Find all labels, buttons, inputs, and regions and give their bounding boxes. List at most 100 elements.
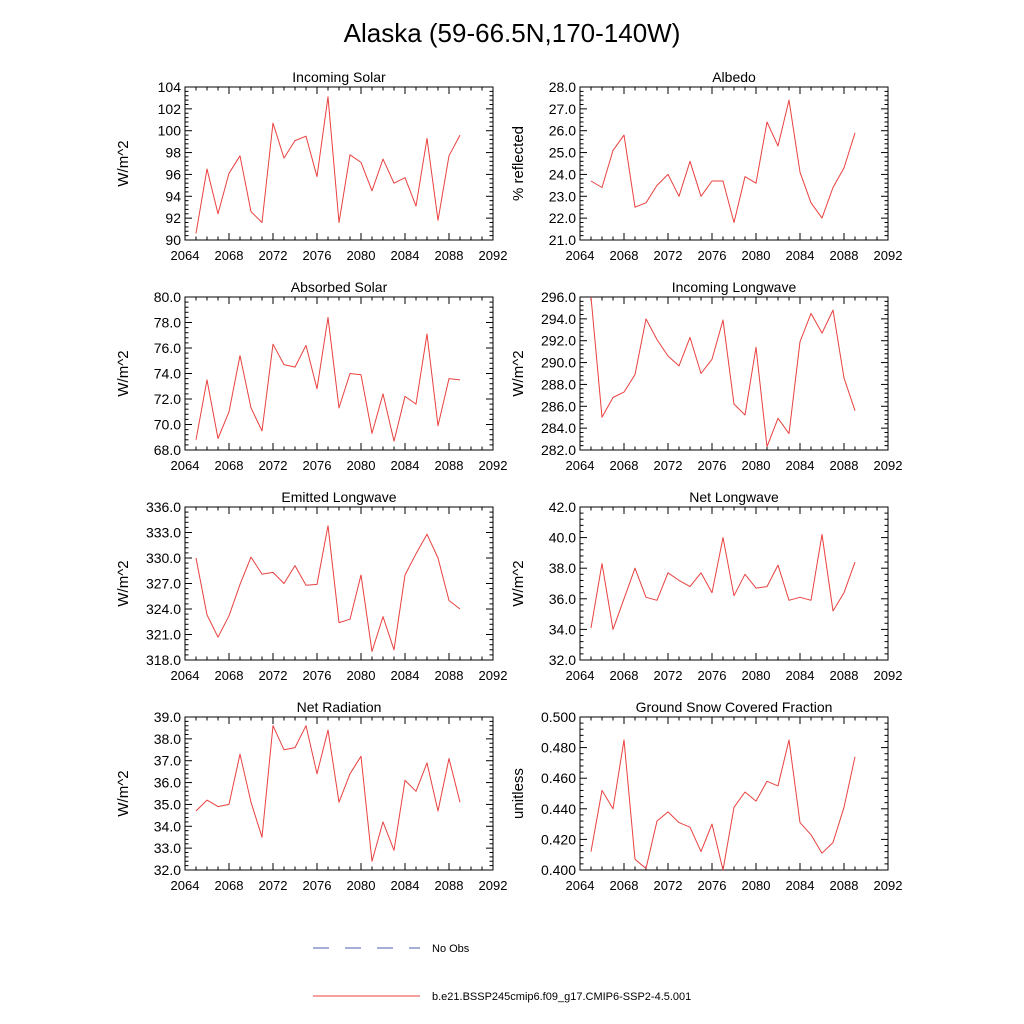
series-line-net-longwave <box>590 534 856 630</box>
x-tick-label: 2068 <box>215 248 244 263</box>
y-tick-label: 102 <box>158 101 182 117</box>
x-tick-label: 2080 <box>742 878 771 893</box>
x-tick-label: 2092 <box>874 878 903 893</box>
x-tick-label: 2080 <box>347 878 376 893</box>
y-tick-label: 25.0 <box>549 145 576 161</box>
x-tick-label: 2080 <box>347 248 376 263</box>
x-tick-label: 2084 <box>391 458 420 473</box>
x-tick-label: 2080 <box>742 668 771 683</box>
x-tick-label: 2076 <box>303 248 332 263</box>
y-tick-label: 282.0 <box>541 442 576 458</box>
x-tick-label: 2068 <box>610 248 639 263</box>
panel-ground-snow-covered-fraction: Ground Snow Covered Fraction unitless 2064… <box>510 699 902 893</box>
x-tick-label: 2064 <box>171 668 200 683</box>
series-line-ground-snow-covered-fraction <box>590 739 856 871</box>
plot-frame <box>579 506 889 661</box>
x-tick-label: 2088 <box>830 248 859 263</box>
y-tick-label: 0.460 <box>541 770 576 786</box>
y-tick-label: 34.0 <box>549 621 576 637</box>
y-tick-label: 37.0 <box>154 753 181 769</box>
y-tick-label: 336.0 <box>146 499 181 515</box>
x-tick-label: 2080 <box>347 458 376 473</box>
y-tick-label: 36.0 <box>154 775 181 791</box>
panels-group: Incoming Solar W/m^2 2064 2068 2072 2076 2080 2… <box>115 69 902 893</box>
x-tick-label: 2064 <box>171 878 200 893</box>
y-tick-label: 74.0 <box>154 366 181 382</box>
x-tick-label: 2068 <box>610 668 639 683</box>
x-tick-label: 2080 <box>742 458 771 473</box>
x-tick-label: 2084 <box>786 458 815 473</box>
x-tick-label: 2088 <box>435 878 464 893</box>
y-tick-label: 327.0 <box>146 576 181 592</box>
x-tick-label: 2092 <box>874 668 903 683</box>
y-tick-label: 72.0 <box>154 391 181 407</box>
legend-label-no-obs: No Obs <box>432 943 470 955</box>
x-tick-label: 2092 <box>874 458 903 473</box>
x-tick-label: 2084 <box>786 878 815 893</box>
x-tick-label: 2088 <box>830 668 859 683</box>
y-tick-label: 0.480 <box>541 740 576 756</box>
y-tick-label: 0.400 <box>541 862 576 878</box>
y-tick-label: 333.0 <box>146 525 181 541</box>
legend: No Obs b.e21.BSSP245cmip6.f09_g17.CMIP6-… <box>313 943 691 1003</box>
y-tick-label: 0.420 <box>541 831 576 847</box>
panel-title: Absorbed Solar <box>291 279 388 295</box>
series-line-absorbed-solar <box>195 316 461 442</box>
x-tick-label: 2072 <box>259 248 288 263</box>
y-tick-label: 70.0 <box>154 417 181 433</box>
panel-albedo: Albedo % reflected 2064 2068 2072 2076 2080 208… <box>510 69 902 263</box>
y-tick-label: 42.0 <box>549 499 576 515</box>
series-line-emitted-longwave <box>195 525 461 652</box>
x-tick-label: 2084 <box>391 878 420 893</box>
y-tick-label: 294.0 <box>541 311 576 327</box>
x-tick-label: 2092 <box>874 248 903 263</box>
y-tick-label: 324.0 <box>146 601 181 617</box>
x-tick-label: 2072 <box>654 878 683 893</box>
panel-incoming-longwave: Incoming Longwave W/m^2 2064 2068 2072 2076 20… <box>510 279 902 473</box>
plot-frame <box>184 296 494 451</box>
x-tick-label: 2076 <box>698 458 727 473</box>
y-axis-label: unitless <box>510 768 527 819</box>
x-tick-label: 2064 <box>171 248 200 263</box>
y-tick-label: 90 <box>165 232 181 248</box>
panel-net-radiation: Net Radiation W/m^2 2064 2068 2072 2076 2080 20… <box>115 699 507 893</box>
x-tick-label: 2092 <box>479 878 508 893</box>
x-tick-label: 2092 <box>479 458 508 473</box>
y-axis-label: W/m^2 <box>510 350 527 396</box>
y-tick-label: 22.0 <box>549 210 576 226</box>
x-tick-label: 2092 <box>479 248 508 263</box>
series-line-incoming-solar <box>195 96 461 234</box>
panel-emitted-longwave: Emitted Longwave W/m^2 2064 2068 2072 2076 208… <box>115 489 507 683</box>
y-tick-label: 292.0 <box>541 333 576 349</box>
plot-frame <box>184 506 494 661</box>
y-tick-label: 40.0 <box>549 530 576 546</box>
panel-title: Net Longwave <box>689 489 779 505</box>
x-tick-label: 2088 <box>435 458 464 473</box>
figure-title: Alaska (59-66.5N,170-140W) <box>344 18 681 48</box>
y-tick-label: 288.0 <box>541 376 576 392</box>
x-tick-label: 2068 <box>215 668 244 683</box>
x-tick-label: 2088 <box>435 248 464 263</box>
x-tick-label: 2068 <box>610 878 639 893</box>
panel-title: Albedo <box>712 69 756 85</box>
y-tick-label: 26.0 <box>549 123 576 139</box>
y-tick-label: 34.0 <box>154 818 181 834</box>
x-tick-label: 2076 <box>698 668 727 683</box>
y-tick-label: 94 <box>165 188 181 204</box>
x-tick-label: 2084 <box>391 248 420 263</box>
y-tick-label: 27.0 <box>549 101 576 117</box>
y-tick-label: 0.500 <box>541 709 576 725</box>
panel-title: Incoming Longwave <box>672 279 797 295</box>
y-tick-label: 38.0 <box>549 560 576 576</box>
series-line-incoming-longwave <box>590 296 856 448</box>
y-tick-label: 286.0 <box>541 398 576 414</box>
legend-label-model-run: b.e21.BSSP245cmip6.f09_g17.CMIP6-SSP2-4.… <box>432 991 691 1003</box>
y-tick-label: 36.0 <box>549 591 576 607</box>
y-axis-label: % reflected <box>510 126 527 201</box>
plot-frame <box>579 86 889 241</box>
x-tick-label: 2072 <box>654 668 683 683</box>
y-tick-label: 96 <box>165 166 181 182</box>
y-tick-label: 330.0 <box>146 550 181 566</box>
x-tick-label: 2076 <box>303 458 332 473</box>
series-line-albedo <box>590 99 856 223</box>
